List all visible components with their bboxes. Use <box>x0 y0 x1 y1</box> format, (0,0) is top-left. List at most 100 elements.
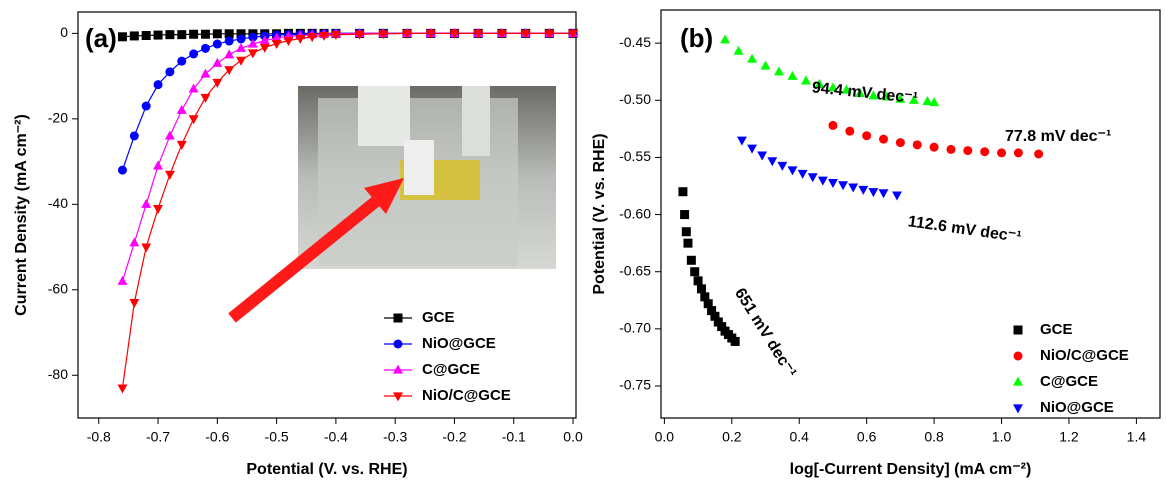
marker <box>912 140 922 150</box>
marker <box>868 188 879 198</box>
marker <box>828 178 838 188</box>
x-tick-label: 0.6 <box>857 429 877 445</box>
marker <box>980 147 990 157</box>
marker <box>153 160 163 170</box>
marker <box>868 90 879 100</box>
panel-1: 0.0 0.2 0.4 0.6 0.8 1.0 1.2 1.4 -0.45 -0.50 -0.55 -… <box>591 9 1161 478</box>
plot-frame <box>77 11 577 419</box>
marker <box>153 80 163 90</box>
marker <box>141 101 151 111</box>
marker <box>129 299 140 309</box>
marker <box>747 144 757 154</box>
marker <box>817 176 828 186</box>
marker <box>378 30 389 40</box>
marker <box>760 60 771 70</box>
x-axis-label: Potential (V. vs. RHE) <box>246 461 407 478</box>
marker <box>1034 149 1044 159</box>
y-tick-label: -0.60 <box>619 205 651 221</box>
legend-label: C@GCE <box>422 361 480 378</box>
marker <box>295 34 306 44</box>
x-tick-label: -0.1 <box>502 429 526 445</box>
marker <box>963 146 973 156</box>
marker <box>854 88 865 98</box>
marker <box>717 322 727 332</box>
marker <box>801 75 811 85</box>
legend-marker <box>393 392 403 402</box>
annotation: 77.8 mV dec⁻¹ <box>1005 128 1111 145</box>
marker <box>997 148 1007 158</box>
marker <box>176 140 187 150</box>
marker <box>922 96 933 106</box>
marker <box>838 181 849 191</box>
marker <box>165 30 175 40</box>
legend-label: NiO/C@GCE <box>422 387 511 404</box>
marker <box>129 31 139 41</box>
marker <box>1013 148 1023 158</box>
marker <box>736 136 747 146</box>
marker <box>141 243 152 253</box>
marker <box>189 49 199 59</box>
marker <box>283 37 294 47</box>
marker <box>707 306 717 316</box>
marker <box>189 29 199 39</box>
marker <box>720 34 731 44</box>
marker <box>129 237 140 247</box>
legend-marker <box>393 313 403 323</box>
arrow <box>228 178 404 323</box>
x-tick-label: -0.4 <box>324 429 348 445</box>
marker <box>212 57 223 67</box>
x-axis-label: log[-Current Density] (mA cm⁻²) <box>790 461 1032 478</box>
y-tick-label: -0.75 <box>619 377 651 393</box>
marker <box>141 31 151 41</box>
marker <box>200 93 211 103</box>
x-tick-label: 0.2 <box>722 429 742 445</box>
y-tick-label: -0.55 <box>619 148 651 164</box>
marker <box>164 130 175 140</box>
marker <box>777 161 788 171</box>
legend-marker <box>1013 325 1023 335</box>
marker <box>787 70 798 80</box>
marker <box>212 39 222 49</box>
x-tick-label: -0.7 <box>146 429 170 445</box>
x-tick-label: 0.8 <box>924 429 944 445</box>
marker <box>678 187 688 197</box>
legend-marker <box>1013 376 1023 386</box>
marker <box>862 131 872 141</box>
marker <box>271 32 282 42</box>
marker <box>117 165 127 175</box>
marker <box>757 151 768 161</box>
y-tick-label: -0.70 <box>619 320 651 336</box>
legend-label: GCE <box>1040 321 1073 338</box>
marker <box>129 131 139 141</box>
marker <box>224 49 235 59</box>
x-tick-label: -0.2 <box>442 429 466 445</box>
marker <box>117 384 128 394</box>
marker <box>236 56 246 66</box>
legend-label: NiO/C@GCE <box>1040 347 1129 364</box>
marker <box>696 284 706 294</box>
marker <box>841 84 852 94</box>
marker <box>402 29 412 39</box>
marker <box>224 36 234 46</box>
y-tick-label: -40 <box>48 195 68 211</box>
y-axis-label: Potential (V. vs. RHE) <box>591 133 608 294</box>
inset-photo <box>298 86 556 269</box>
x-tick-label: 0.0 <box>655 429 675 445</box>
y-tick-label: -0.50 <box>619 91 651 107</box>
marker <box>141 198 152 208</box>
annotation: 94.4 mV dec⁻¹ <box>811 79 918 107</box>
marker <box>153 204 163 214</box>
marker <box>236 34 246 44</box>
x-tick-label: 0.0 <box>563 429 583 445</box>
y-tick-label: -0.65 <box>619 262 651 278</box>
panel-label: (a) <box>85 23 117 53</box>
marker <box>690 267 700 277</box>
marker <box>330 31 341 41</box>
marker <box>703 299 713 309</box>
marker <box>236 29 246 39</box>
marker <box>747 53 757 63</box>
marker <box>200 43 210 53</box>
marker <box>271 40 282 50</box>
marker <box>895 93 906 103</box>
marker <box>449 29 460 39</box>
